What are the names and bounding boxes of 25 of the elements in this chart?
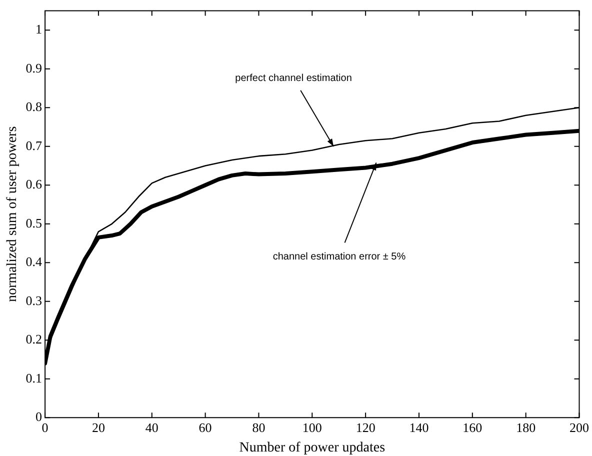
annotation: channel estimation error ± 5%	[272, 251, 406, 262]
y-axis-title: normalized sum of user powers	[5, 126, 20, 302]
x-tick-label: 200	[570, 420, 589, 435]
x-tick-label: 20	[92, 420, 105, 435]
x-tick-label: 160	[462, 420, 482, 435]
y-tick-label: 1	[36, 22, 42, 37]
y-tick-label: 0.5	[26, 215, 42, 230]
x-tick-label: 120	[356, 420, 376, 435]
x-tick-label: 140	[409, 420, 429, 435]
y-tick-label: 0.7	[26, 138, 43, 153]
y-tick-label: 0.3	[26, 292, 42, 308]
y-tick-label: 0.2	[26, 332, 42, 347]
y-tick-label: 0	[36, 409, 42, 424]
x-tick-label: 180	[516, 420, 536, 435]
x-tick-label: 60	[198, 420, 212, 435]
y-tick-label: 0.8	[26, 99, 42, 114]
y-tick-label: 0.1	[26, 370, 42, 386]
y-tick-label: 0.9	[26, 60, 42, 76]
annotation: perfect channel estimation	[235, 73, 352, 84]
y-tick-label: 0.4	[26, 254, 43, 270]
x-tick-label: 40	[145, 420, 158, 435]
x-tick-label: 100	[302, 420, 322, 435]
y-tick-label: 0.6	[26, 176, 43, 192]
x-axis-title: Number of power updates	[239, 440, 386, 456]
x-tick-label: 80	[252, 420, 266, 435]
